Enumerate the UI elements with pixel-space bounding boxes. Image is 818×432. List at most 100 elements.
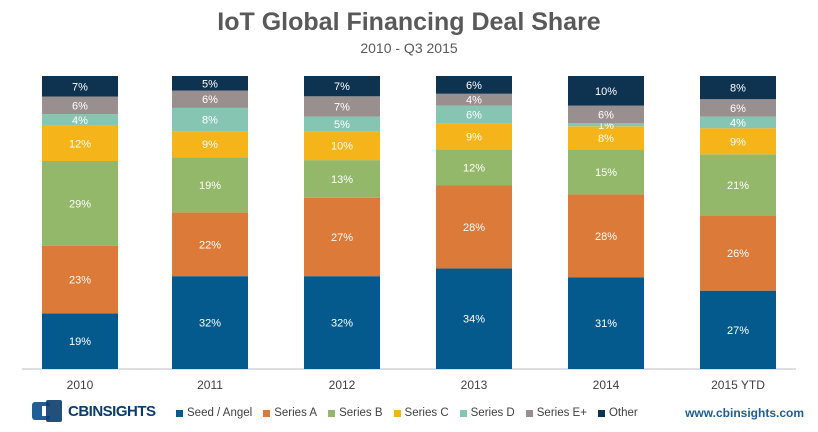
data-label: 6% <box>730 103 746 115</box>
legend-swatch <box>328 409 336 417</box>
bar-segment-series-e--2014 <box>568 105 644 124</box>
data-label: 22% <box>199 239 221 251</box>
bar-segment-series-a-2015-ytd <box>700 215 776 291</box>
legend-item: Series B <box>328 407 383 419</box>
bar-segment-seed-angel-2014 <box>568 277 644 369</box>
legend-item: Series E+ <box>525 407 587 419</box>
bar-segment-other-2012 <box>304 76 380 97</box>
data-label: 19% <box>69 336 91 348</box>
data-label: 4% <box>466 95 482 107</box>
bar-segment-other-2015-ytd <box>700 76 776 100</box>
logo-text: CBINSIGHTS <box>68 403 156 420</box>
legend-label: Seed / Angel <box>187 407 253 419</box>
bar-segment-seed-angel-2010 <box>42 313 118 369</box>
bar-segment-other-2013 <box>436 76 512 94</box>
category-label: 2012 <box>329 378 356 392</box>
data-label: 6% <box>202 94 218 106</box>
bar-segment-series-c-2011 <box>172 131 248 158</box>
legend-item: Other <box>597 407 638 419</box>
legend-swatch <box>597 409 605 417</box>
chart-title: IoT Global Financing Deal Share <box>217 8 601 36</box>
chart-subtitle: 2010 - Q3 2015 <box>360 40 458 56</box>
bar-segment-series-d-2012 <box>304 116 380 132</box>
bar-segment-series-e--2015-ytd <box>700 99 776 117</box>
category-label: 2014 <box>593 378 620 392</box>
legend-item: Series A <box>263 407 317 419</box>
data-label: 27% <box>727 325 749 337</box>
bar-segment-series-d-2010 <box>42 114 118 126</box>
data-label: 23% <box>69 275 91 287</box>
data-label: 28% <box>595 231 617 243</box>
data-label: 10% <box>595 86 617 98</box>
data-label: 6% <box>72 100 88 112</box>
legend-swatch <box>176 409 183 417</box>
legend-label: Series E+ <box>536 407 587 419</box>
legend-item: Seed / Angel <box>176 407 252 419</box>
data-label: 12% <box>69 138 91 150</box>
cb-insights-logo: CBINSIGHTS <box>30 398 156 424</box>
bar-segment-series-d-2013 <box>436 105 512 124</box>
bar-segment-series-e--2011 <box>172 90 248 108</box>
data-label: 7% <box>334 101 350 113</box>
bar-segment-seed-angel-2015-ytd <box>700 290 776 369</box>
legend-swatch <box>393 409 401 417</box>
bar-segment-series-b-2010 <box>42 160 118 246</box>
bar-segment-series-b-2015-ytd <box>700 154 776 216</box>
data-label: 34% <box>463 314 485 326</box>
bar-segment-series-c-2013 <box>436 123 512 150</box>
bar-segment-series-a-2014 <box>568 194 644 278</box>
data-label: 12% <box>463 163 485 175</box>
logo-cb: CB <box>68 402 89 420</box>
data-label: 21% <box>727 180 749 192</box>
data-label: 6% <box>598 109 614 121</box>
category-label: 2015 YTD <box>711 378 765 392</box>
bar-segment-series-c-2015-ytd <box>700 128 776 155</box>
data-label: 7% <box>72 81 88 93</box>
bar-segment-series-b-2014 <box>568 149 644 195</box>
bar-segment-seed-angel-2012 <box>304 276 380 369</box>
bar-segment-series-c-2012 <box>304 131 380 161</box>
bar-segment-series-a-2011 <box>172 212 248 277</box>
bar-segment-series-c-2014 <box>568 126 644 150</box>
bar-segment-series-e--2012 <box>304 96 380 117</box>
bar-segment-series-e--2010 <box>42 96 118 115</box>
data-label: 9% <box>202 139 218 151</box>
bars-group: 19% 23% 29% 12% 4% 6% 7% 32% 22% 19% 9% 8% 6% 5% 32% 27… <box>42 76 776 369</box>
bar-segment-series-a-2013 <box>436 185 512 269</box>
data-label: 8% <box>730 83 746 95</box>
legend-label: Series A <box>274 407 318 419</box>
bar-segment-series-e--2013 <box>436 93 512 106</box>
stacked-bar-chart: 19% 23% 29% 12% 4% 6% 7% 32% 22% 19% 9% 8% 6% 5% 32% 27… <box>22 76 796 392</box>
bar-segment-other-2014 <box>568 76 644 106</box>
data-label: 6% <box>466 109 482 121</box>
legend-swatch <box>459 409 467 417</box>
legend-label: Other <box>608 407 638 419</box>
bar-segment-other-2010 <box>42 76 118 97</box>
data-label: 4% <box>72 115 88 127</box>
category-label: 2010 <box>67 378 94 392</box>
data-label: 31% <box>595 318 617 330</box>
data-label: 5% <box>334 119 350 131</box>
data-label: 13% <box>331 174 353 186</box>
data-label: 29% <box>69 198 91 210</box>
data-label: 27% <box>331 232 353 244</box>
website-link[interactable]: www.cbinsights.com <box>685 406 804 420</box>
data-label: 32% <box>331 318 353 330</box>
category-labels: 2010 2011 2012 2013 2014 2015 YTD <box>67 378 766 392</box>
bar-segment-series-d-2014 <box>568 123 644 127</box>
data-label: 32% <box>199 318 221 330</box>
legend-item: Series C <box>393 407 449 419</box>
legend-item: Series D <box>459 407 515 419</box>
cb-insights-logo-icon <box>32 400 62 422</box>
bar-segment-series-a-2012 <box>304 197 380 277</box>
data-label: 10% <box>331 141 353 153</box>
bar-segment-series-b-2012 <box>304 160 380 198</box>
legend-label: Series C <box>404 407 449 419</box>
bar-segment-series-a-2010 <box>42 245 118 314</box>
legend: Seed / Angel Series A Series B Series C Seri… <box>176 405 649 421</box>
data-label: 5% <box>202 78 218 90</box>
data-label: 19% <box>199 180 221 192</box>
legend-label: Series D <box>470 407 515 419</box>
legend-swatch <box>263 409 271 417</box>
bar-segment-series-c-2010 <box>42 125 118 161</box>
